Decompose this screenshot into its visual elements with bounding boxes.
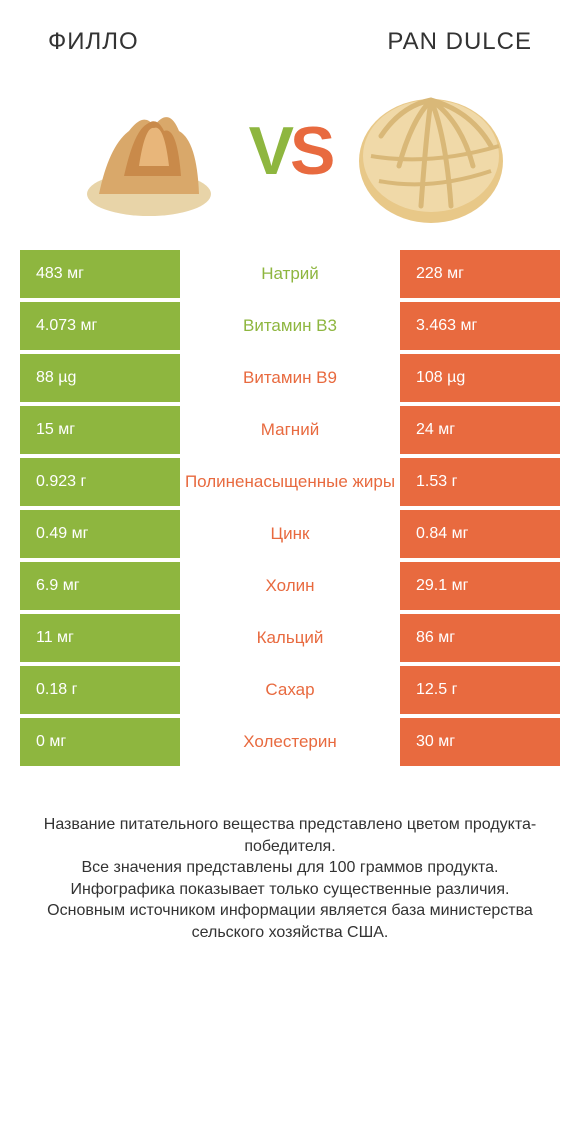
right-value: 228 мг <box>400 250 560 298</box>
table-row: 6.9 мгХолин29.1 мг <box>20 562 560 610</box>
nutrient-label: Полиненасыщенные жиры <box>180 458 400 506</box>
right-value: 30 мг <box>400 718 560 766</box>
footer-line: Все значения представлены для 100 граммо… <box>30 857 550 879</box>
nutrient-label: Натрий <box>180 250 400 298</box>
nutrient-label: Магний <box>180 406 400 454</box>
vs-label: VS <box>249 112 332 190</box>
nutrient-label: Витамин B3 <box>180 302 400 350</box>
images-row: VS <box>0 68 580 250</box>
table-row: 0.923 гПолиненасыщенные жиры1.53 г <box>20 458 560 506</box>
nutrient-label: Цинк <box>180 510 400 558</box>
left-value: 483 мг <box>20 250 180 298</box>
left-product-title: ФИЛЛО <box>48 28 139 56</box>
footer-text: Название питательного вещества представл… <box>0 770 580 944</box>
footer-line: Инфографика показывает только существенн… <box>30 879 550 901</box>
vs-s: S <box>290 113 331 189</box>
footer-line: Название питательного вещества представл… <box>30 814 550 857</box>
table-row: 88 µgВитамин B9108 µg <box>20 354 560 402</box>
left-value: 0.49 мг <box>20 510 180 558</box>
nutrient-label: Витамин B9 <box>180 354 400 402</box>
right-product-title: PAN DULCE <box>387 28 532 56</box>
table-row: 0 мгХолестерин30 мг <box>20 718 560 766</box>
table-row: 483 мгНатрий228 мг <box>20 250 560 298</box>
right-value: 0.84 мг <box>400 510 560 558</box>
right-value: 86 мг <box>400 614 560 662</box>
left-value: 0.923 г <box>20 458 180 506</box>
table-row: 0.49 мгЦинк0.84 мг <box>20 510 560 558</box>
right-value: 108 µg <box>400 354 560 402</box>
table-row: 4.073 мгВитамин B33.463 мг <box>20 302 560 350</box>
right-food-icon <box>351 76 511 226</box>
nutrient-label: Холестерин <box>180 718 400 766</box>
table-row: 11 мгКальций86 мг <box>20 614 560 662</box>
right-value: 29.1 мг <box>400 562 560 610</box>
right-value: 3.463 мг <box>400 302 560 350</box>
left-value: 0 мг <box>20 718 180 766</box>
nutrient-label: Кальций <box>180 614 400 662</box>
comparison-table: 483 мгНатрий228 мг4.073 мгВитамин B33.46… <box>0 250 580 766</box>
left-value: 4.073 мг <box>20 302 180 350</box>
right-value: 24 мг <box>400 406 560 454</box>
table-row: 0.18 гСахар12.5 г <box>20 666 560 714</box>
left-value: 11 мг <box>20 614 180 662</box>
left-value: 0.18 г <box>20 666 180 714</box>
left-value: 6.9 мг <box>20 562 180 610</box>
nutrient-label: Холин <box>180 562 400 610</box>
right-value: 1.53 г <box>400 458 560 506</box>
nutrient-label: Сахар <box>180 666 400 714</box>
right-value: 12.5 г <box>400 666 560 714</box>
header-row: ФИЛЛО PAN DULCE <box>0 0 580 68</box>
left-value: 15 мг <box>20 406 180 454</box>
vs-v: V <box>249 113 290 189</box>
left-food-icon <box>69 76 229 226</box>
table-row: 15 мгМагний24 мг <box>20 406 560 454</box>
left-value: 88 µg <box>20 354 180 402</box>
footer-line: Основным источником информации является … <box>30 900 550 943</box>
